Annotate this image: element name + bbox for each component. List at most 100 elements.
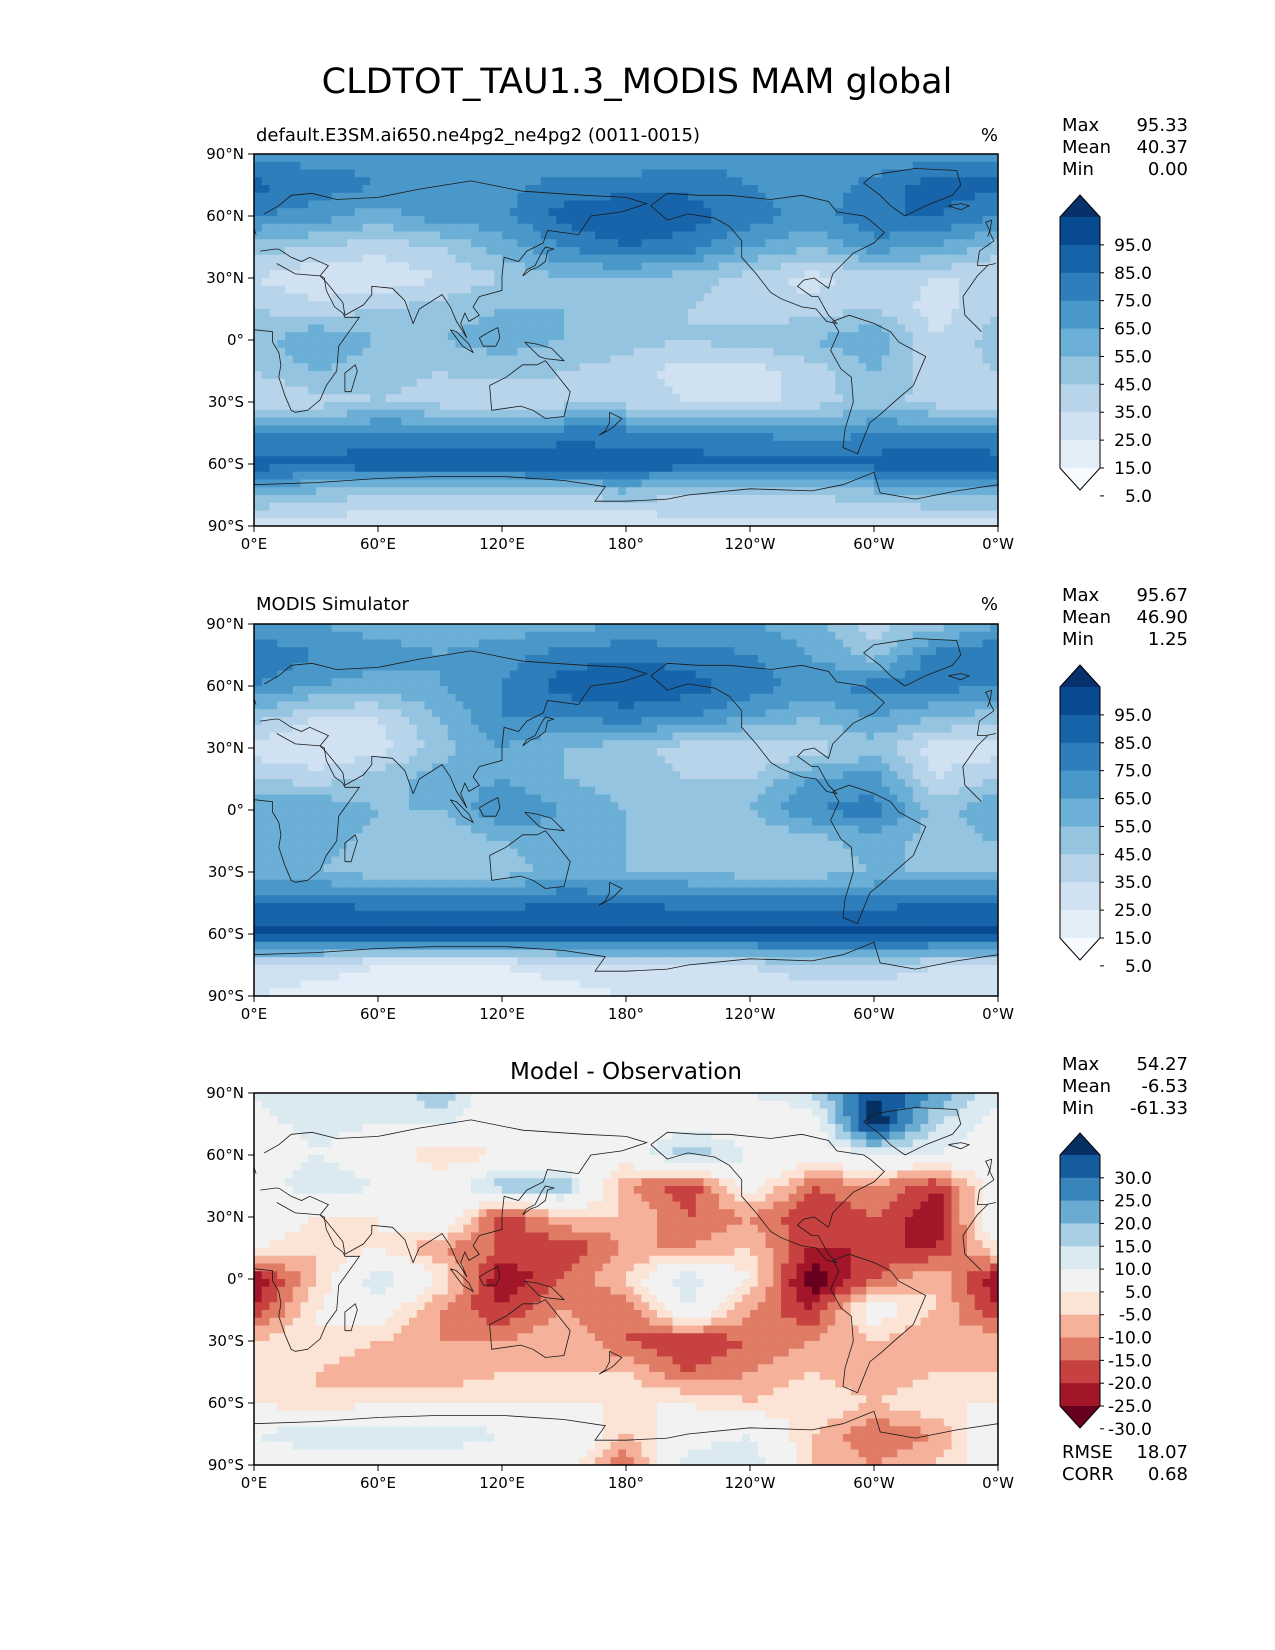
heatmap-cell <box>703 487 712 496</box>
heatmap-cell <box>533 417 542 426</box>
heatmap-cell <box>494 332 503 341</box>
heatmap-cell <box>323 208 333 217</box>
heatmap-cell <box>564 278 573 287</box>
heatmap-cell <box>912 216 922 225</box>
heatmap-cell <box>765 185 774 194</box>
heatmap-cell <box>943 487 953 496</box>
heatmap-cell <box>889 347 898 357</box>
heatmap-cell <box>393 254 402 264</box>
heatmap-cell <box>734 456 743 465</box>
heatmap-cell <box>292 456 302 465</box>
heatmap-cell <box>936 631 945 641</box>
heatmap-cell <box>471 200 480 209</box>
heatmap-cell <box>571 239 581 248</box>
heatmap-cell <box>254 270 263 279</box>
heatmap-cell <box>912 371 922 380</box>
heatmap-cell <box>835 239 844 248</box>
heatmap-cell <box>362 154 371 163</box>
heatmap-cell <box>912 185 922 194</box>
heatmap-cell <box>254 278 263 287</box>
heatmap-cell <box>796 386 805 395</box>
heatmap-cell <box>308 518 317 526</box>
heatmap-cell <box>936 293 945 302</box>
heatmap-cell <box>525 278 534 287</box>
heatmap-cell <box>393 502 402 512</box>
heatmap-cell <box>688 394 697 403</box>
heatmap-cell <box>595 502 604 512</box>
heatmap-cell <box>331 378 340 388</box>
heatmap-cell <box>657 518 666 526</box>
heatmap-cell <box>292 301 302 310</box>
heatmap-cell <box>850 239 860 248</box>
heatmap-cell <box>556 378 565 388</box>
heatmap-cell <box>626 495 635 504</box>
heatmap-cell <box>641 417 650 426</box>
heatmap-cell <box>509 433 519 442</box>
heatmap-cell <box>633 394 643 403</box>
heatmap-cell <box>688 487 697 496</box>
heatmap-cell <box>455 270 464 279</box>
heatmap-cell <box>463 154 472 163</box>
heatmap-cell <box>440 471 449 481</box>
heatmap-cell <box>835 169 844 178</box>
heatmap-cell <box>626 378 635 388</box>
heatmap-cell <box>982 363 991 372</box>
heatmap-cell <box>494 371 503 380</box>
heatmap-cell <box>602 624 612 633</box>
heatmap-cell <box>633 495 643 504</box>
heatmap-cell <box>874 371 883 380</box>
heatmap-cell <box>773 518 782 526</box>
heatmap-cell <box>285 223 294 233</box>
heatmap-cell <box>308 347 317 357</box>
heatmap-cell <box>455 347 464 357</box>
heatmap-cell <box>525 355 534 364</box>
panel-units: % <box>981 594 998 615</box>
heatmap-cell <box>486 177 495 186</box>
heatmap-cell <box>548 433 557 442</box>
heatmap-cell <box>471 332 480 341</box>
heatmap-cell <box>897 464 906 473</box>
heatmap-cell <box>362 332 371 341</box>
heatmap-cell <box>308 223 317 233</box>
heatmap-cell <box>440 347 449 357</box>
heatmap-cell <box>695 216 705 225</box>
heatmap-cell <box>378 631 387 641</box>
heatmap-cell <box>649 363 658 372</box>
heatmap-cell <box>447 471 457 481</box>
heatmap-cell <box>393 479 402 488</box>
heatmap-cell <box>897 378 906 388</box>
heatmap-cell <box>494 624 503 633</box>
heatmap-cell <box>300 316 309 326</box>
heatmap-cell <box>269 417 278 426</box>
heatmap-cell <box>703 270 712 279</box>
heatmap-cell <box>323 200 333 209</box>
heatmap-cell <box>494 247 503 256</box>
heatmap-cell <box>835 479 844 488</box>
heatmap-cell <box>843 278 852 287</box>
heatmap-cell <box>990 631 998 641</box>
heatmap-cell <box>835 433 844 442</box>
heatmap-cell <box>610 239 619 248</box>
heatmap-cell <box>393 624 402 633</box>
heatmap-cell <box>664 208 674 217</box>
heatmap-cell <box>393 378 402 388</box>
heatmap-cell <box>734 347 743 357</box>
heatmap-cell <box>409 231 418 240</box>
heatmap-cell <box>401 510 410 519</box>
heatmap-cell <box>323 154 333 163</box>
heatmap-cell <box>432 479 441 488</box>
heatmap-cell <box>742 448 751 457</box>
heatmap-cell <box>757 301 767 310</box>
heatmap-cell <box>912 316 922 326</box>
heatmap-cell <box>571 324 581 333</box>
heatmap-cell <box>463 324 472 333</box>
heatmap-cell <box>385 371 395 380</box>
heatmap-cell <box>455 231 464 240</box>
heatmap-cell <box>641 309 650 318</box>
heatmap-cell <box>781 502 790 512</box>
heatmap-cell <box>750 417 759 426</box>
heatmap-cell <box>602 239 612 248</box>
heatmap-cell <box>564 624 573 633</box>
heatmap-cell <box>385 200 395 209</box>
heatmap-cell <box>695 239 705 248</box>
